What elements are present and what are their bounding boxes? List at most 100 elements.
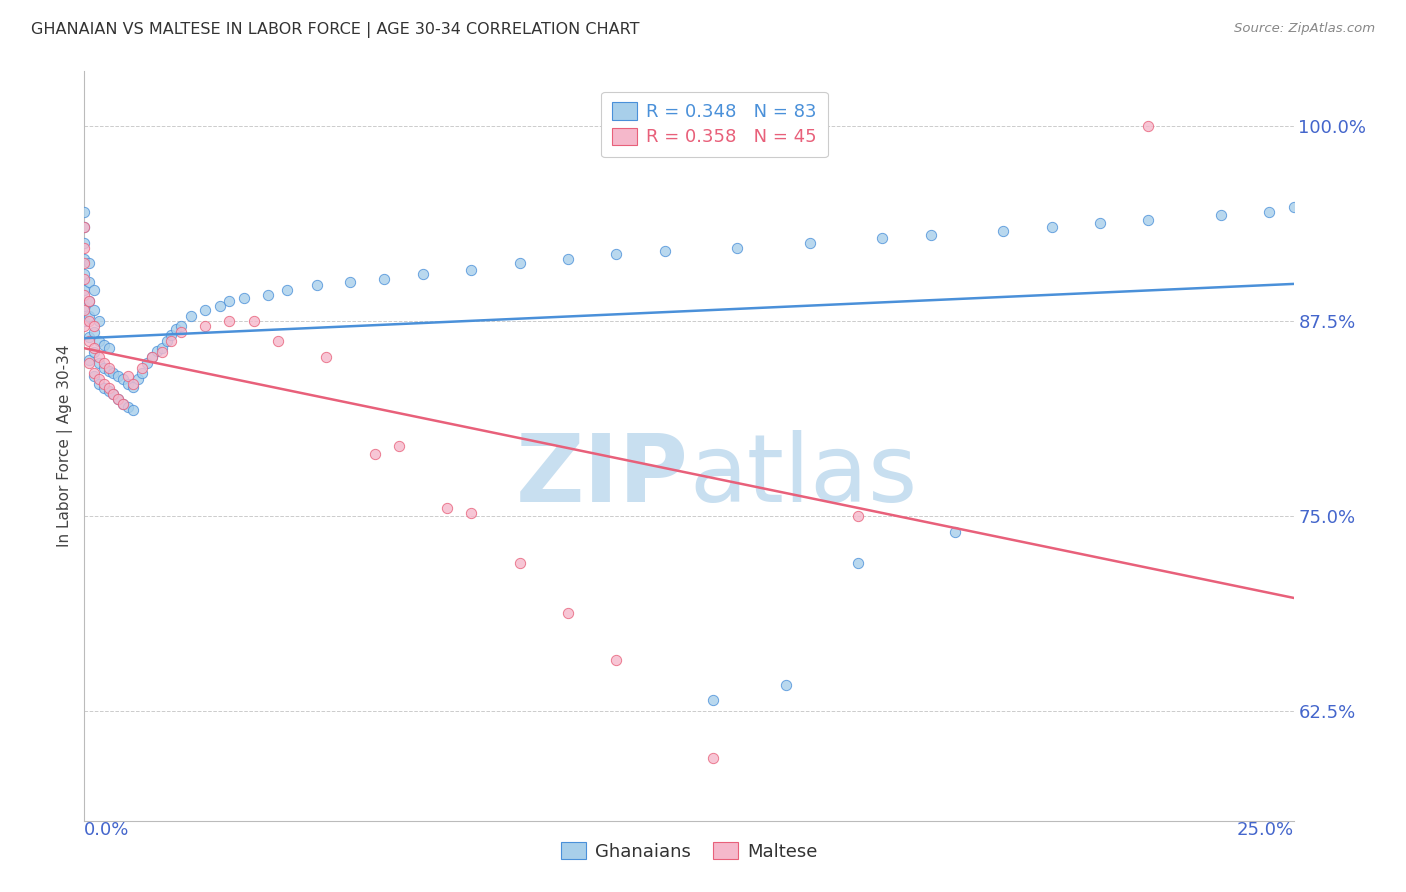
Point	[93, 360, 115, 375]
Point	[83, 318, 105, 333]
Point	[121, 403, 143, 417]
Point	[605, 247, 627, 261]
Point	[77, 256, 100, 270]
Point	[305, 278, 328, 293]
Point	[73, 220, 96, 235]
Point	[509, 256, 531, 270]
Point	[121, 376, 143, 391]
Point	[87, 376, 110, 391]
Point	[388, 439, 411, 453]
Point	[218, 314, 240, 328]
Point	[155, 334, 177, 349]
Point	[846, 556, 869, 570]
Point	[103, 387, 125, 401]
Point	[73, 303, 96, 318]
Point	[97, 341, 120, 355]
Point	[107, 392, 129, 407]
Point	[146, 343, 169, 358]
Point	[77, 275, 100, 289]
Point	[170, 325, 193, 339]
Point	[1258, 204, 1281, 219]
Point	[87, 334, 110, 349]
Point	[920, 228, 942, 243]
Point	[127, 372, 149, 386]
Point	[77, 293, 100, 308]
Point	[702, 693, 724, 707]
Point	[208, 298, 231, 312]
Point	[87, 314, 110, 328]
Point	[165, 322, 187, 336]
Point	[315, 350, 337, 364]
Point	[107, 392, 129, 407]
Point	[73, 298, 96, 312]
Point	[73, 220, 96, 235]
Point	[1137, 212, 1160, 227]
Point	[460, 506, 482, 520]
Point	[83, 341, 105, 355]
Y-axis label: In Labor Force | Age 30-34: In Labor Force | Age 30-34	[58, 344, 73, 548]
Point	[150, 341, 173, 355]
Point	[112, 372, 135, 386]
Point	[107, 368, 129, 383]
Point	[73, 314, 96, 328]
Point	[87, 372, 110, 386]
Point	[77, 329, 100, 343]
Text: atlas: atlas	[689, 430, 917, 522]
Point	[509, 556, 531, 570]
Point	[460, 262, 482, 277]
Point	[654, 244, 676, 258]
Legend: Ghanaians, Maltese: Ghanaians, Maltese	[554, 835, 824, 868]
Point	[77, 314, 100, 328]
Point	[846, 509, 869, 524]
Point	[150, 345, 173, 359]
Point	[117, 400, 139, 414]
Point	[131, 366, 153, 380]
Point	[141, 350, 163, 364]
Text: 25.0%: 25.0%	[1236, 821, 1294, 838]
Point	[112, 397, 135, 411]
Point	[257, 287, 280, 301]
Point	[73, 267, 96, 281]
Point	[93, 381, 115, 395]
Point	[121, 379, 143, 393]
Point	[93, 356, 115, 370]
Point	[112, 397, 135, 411]
Point	[993, 223, 1015, 237]
Point	[136, 356, 159, 370]
Point	[412, 267, 434, 281]
Point	[73, 314, 96, 328]
Point	[1137, 119, 1160, 133]
Point	[557, 606, 579, 620]
Point	[1040, 220, 1063, 235]
Point	[83, 283, 105, 297]
Point	[1282, 200, 1305, 214]
Point	[73, 256, 96, 270]
Point	[170, 318, 193, 333]
Point	[97, 360, 120, 375]
Point	[557, 252, 579, 266]
Point	[339, 275, 361, 289]
Point	[77, 334, 100, 349]
Point	[194, 303, 217, 318]
Point	[87, 350, 110, 364]
Point	[73, 204, 96, 219]
Point	[1088, 216, 1111, 230]
Point	[77, 356, 100, 370]
Point	[97, 384, 120, 399]
Point	[141, 350, 163, 364]
Point	[77, 353, 100, 368]
Point	[276, 283, 298, 297]
Point	[83, 345, 105, 359]
Point	[93, 337, 115, 351]
Point	[363, 447, 385, 461]
Point	[73, 318, 96, 333]
Point	[775, 678, 797, 692]
Point	[605, 653, 627, 667]
Point	[1209, 208, 1232, 222]
Point	[218, 293, 240, 308]
Text: GHANAIAN VS MALTESE IN LABOR FORCE | AGE 30-34 CORRELATION CHART: GHANAIAN VS MALTESE IN LABOR FORCE | AGE…	[31, 22, 640, 38]
Point	[117, 368, 139, 383]
Point	[73, 287, 96, 301]
Point	[799, 235, 821, 250]
Point	[73, 283, 96, 297]
